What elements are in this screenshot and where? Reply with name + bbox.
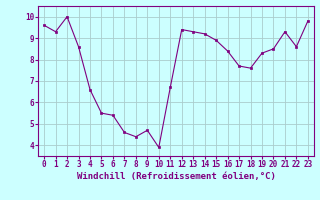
X-axis label: Windchill (Refroidissement éolien,°C): Windchill (Refroidissement éolien,°C) [76,172,276,181]
